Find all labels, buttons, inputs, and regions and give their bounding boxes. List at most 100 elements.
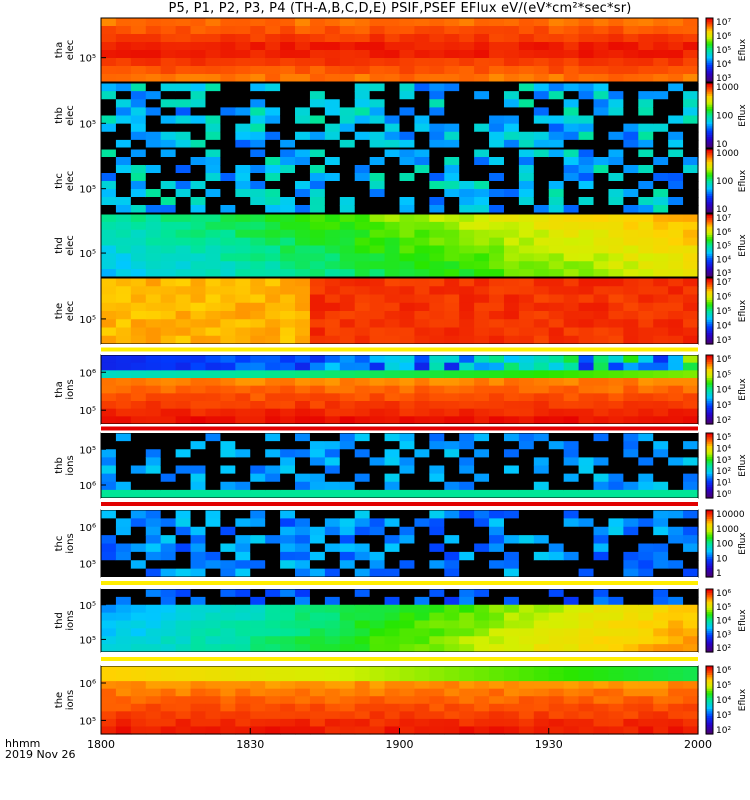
heatmap-cell <box>370 449 386 458</box>
heatmap-cell <box>474 628 490 636</box>
heatmap-cell <box>355 589 371 597</box>
heatmap-cell <box>489 286 505 295</box>
heatmap-cell <box>653 621 669 629</box>
heatmap-cell <box>594 58 610 67</box>
heatmap-cell <box>668 286 684 295</box>
heatmap-cell <box>444 621 460 629</box>
heatmap-cell <box>668 269 684 277</box>
heatmap-cell <box>459 261 475 269</box>
heatmap-cell <box>340 393 356 401</box>
heatmap-cell <box>101 726 117 734</box>
heatmap-cell <box>594 42 610 51</box>
heatmap-cell <box>325 246 341 254</box>
heatmap-cell <box>205 319 221 328</box>
heatmap-cell <box>400 50 416 59</box>
heatmap-cell <box>489 474 505 483</box>
heatmap-cell <box>310 26 326 35</box>
heatmap-cell <box>146 605 162 613</box>
heatmap-cell <box>459 319 475 328</box>
heatmap-cell <box>504 416 520 424</box>
heatmap-cell <box>116 124 132 133</box>
heatmap-cell <box>220 433 236 442</box>
heatmap-cell <box>191 50 207 59</box>
heatmap-cell <box>459 74 475 83</box>
heatmap-cell <box>444 34 460 43</box>
heatmap-cell <box>414 253 430 261</box>
heatmap-cell <box>370 66 386 75</box>
heatmap-cell <box>250 66 266 75</box>
heatmap-cell <box>355 295 371 304</box>
heatmap-cell <box>370 711 386 719</box>
colorbar-tick-label: 100 <box>716 177 733 187</box>
heatmap-cell <box>608 66 624 75</box>
heatmap-cell <box>504 613 520 621</box>
heatmap-cell <box>235 605 251 613</box>
colorbar-tick-label: 10² <box>716 644 731 654</box>
heatmap-cell <box>608 518 624 527</box>
heatmap-cell <box>564 621 580 629</box>
heatmap-cell <box>489 74 505 83</box>
heatmap-cell <box>594 726 610 734</box>
heatmap-cell <box>668 569 684 578</box>
panel-thd-elec <box>101 214 699 278</box>
heatmap-cell <box>638 628 654 636</box>
colorbar-tick-label: 10² <box>716 467 731 477</box>
heatmap-cell <box>116 386 132 394</box>
heatmap-cell <box>116 26 132 35</box>
heatmap-cell <box>205 173 221 182</box>
heatmap-cell <box>608 681 624 689</box>
heatmap-cell <box>116 696 132 704</box>
heatmap-cell <box>310 719 326 727</box>
heatmap-cell <box>295 527 311 536</box>
heatmap-cell <box>489 370 505 378</box>
heatmap-cell <box>146 74 162 83</box>
heatmap-cell <box>444 535 460 544</box>
heatmap-cell <box>534 597 550 605</box>
heatmap-cell <box>549 189 565 198</box>
heatmap-cell <box>101 401 117 409</box>
heatmap-cell <box>534 474 550 483</box>
heatmap-cell <box>101 370 117 378</box>
heatmap-cell <box>504 689 520 697</box>
heatmap-cell <box>131 535 147 544</box>
heatmap-cell <box>534 116 550 125</box>
heatmap-cell <box>429 370 445 378</box>
heatmap-cell <box>608 303 624 312</box>
heatmap-cell <box>131 214 147 222</box>
heatmap-cell <box>683 482 699 491</box>
heatmap-cell <box>608 246 624 254</box>
heatmap-cell <box>623 319 639 328</box>
heatmap-cell <box>564 319 580 328</box>
heatmap-cell <box>191 278 207 287</box>
heatmap-cell <box>146 482 162 491</box>
heatmap-cell <box>146 157 162 166</box>
heatmap-cell <box>385 441 401 450</box>
heatmap-cell <box>220 253 236 261</box>
heatmap-cell <box>400 18 416 27</box>
heatmap-cell <box>161 165 177 174</box>
heatmap-cell <box>295 74 311 83</box>
heatmap-cell <box>385 303 401 312</box>
heatmap-cell <box>101 319 117 328</box>
heatmap-cell <box>400 689 416 697</box>
heatmap-cell <box>444 674 460 682</box>
heatmap-cell <box>370 704 386 712</box>
heatmap-cell <box>489 253 505 261</box>
heatmap-cell <box>340 433 356 442</box>
heatmap-cell <box>474 535 490 544</box>
heatmap-cell <box>146 696 162 704</box>
heatmap-cell <box>220 311 236 320</box>
heatmap-cell <box>668 149 684 158</box>
heatmap-cell <box>265 416 281 424</box>
heatmap-cell <box>235 261 251 269</box>
heatmap-cell <box>474 99 490 108</box>
heatmap-cell <box>325 589 341 597</box>
heatmap-cell <box>683 116 699 125</box>
heatmap-cell <box>220 336 236 345</box>
heatmap-cell <box>653 295 669 304</box>
heatmap-cell <box>549 197 565 206</box>
heatmap-cell <box>176 26 192 35</box>
colorbar-tick-label: 10⁴ <box>716 322 731 332</box>
heatmap-cell <box>668 621 684 629</box>
heatmap-cell <box>564 674 580 682</box>
